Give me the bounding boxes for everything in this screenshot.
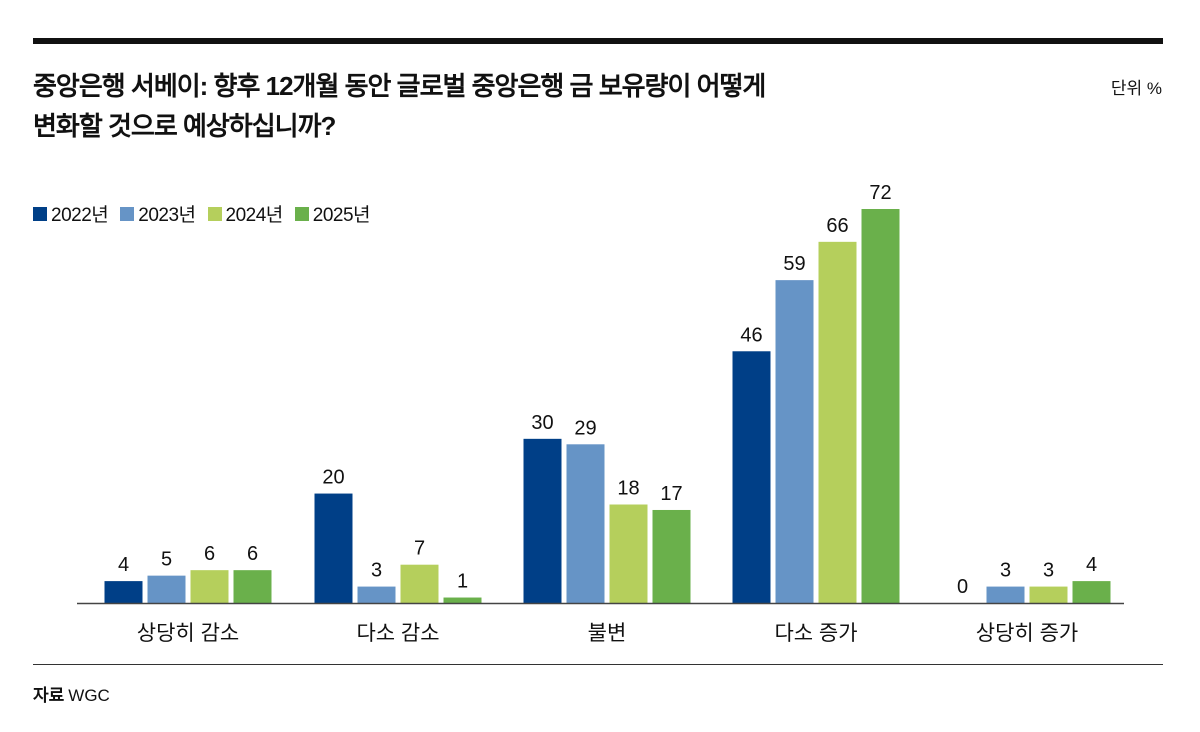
bar [1072,581,1111,603]
data-label: 59 [783,253,805,275]
data-label: 18 [617,478,639,500]
legend-label: 2024년 [225,205,284,226]
legend: 2022년 2023년 2024년 2025년 [33,200,371,227]
source-label: 자료 [33,686,65,705]
data-label: 17 [660,483,682,505]
chart-title: 중앙은행 서베이: 향후 12개월 동안 글로벌 중앙은행 금 보유량이 어떻게… [33,66,933,146]
bar [566,444,605,603]
data-label: 6 [247,543,258,565]
top-rule [33,38,1163,44]
bar [1029,586,1068,603]
bar [818,241,857,604]
unit-label: 단위 % [1110,79,1162,98]
bar [104,581,143,603]
bar [523,438,562,603]
data-label: 20 [322,467,344,489]
bar [732,351,771,603]
category-label: 불변 [588,622,627,645]
data-label: 0 [957,576,968,598]
data-label: 29 [574,417,596,439]
category-label: 상당히 감소 [137,622,239,645]
title-line-2: 변화할 것으로 예상하십니까? [33,111,336,141]
data-label: 46 [740,324,762,346]
category-label: 상당히 증가 [976,622,1078,645]
source-note: 자료 WGC [33,681,110,706]
legend-item: 2024년 [207,200,284,227]
bar [400,564,439,603]
data-label: 3 [1000,560,1011,582]
legend-swatch [33,206,47,221]
legend-swatch [207,206,222,221]
legend-swatch [120,206,135,221]
bar [986,586,1025,603]
data-label: 66 [826,215,848,237]
bar [652,509,691,603]
data-label: 7 [414,538,425,560]
legend-label: 2025년 [312,205,371,226]
legend-item: 2022년 [33,200,109,227]
bar [233,570,272,603]
category-label: 다소 감소 [356,622,439,645]
data-label: 30 [531,412,553,434]
bar [147,575,186,603]
legend-item: 2023년 [120,200,196,227]
bar [861,209,900,603]
data-label: 6 [204,543,215,565]
category-label: 다소 증가 [774,622,857,645]
bar [609,504,648,603]
data-label: 3 [371,560,382,582]
title-line-1: 중앙은행 서베이: 향후 12개월 동안 글로벌 중앙은행 금 보유량이 어떻게 [33,71,766,101]
data-label: 5 [161,549,172,571]
bar [357,586,396,603]
legend-label: 2022년 [51,205,109,226]
data-label: 4 [1086,554,1097,576]
data-label: 3 [1043,560,1054,582]
legend-swatch [294,206,309,221]
bar [443,597,482,603]
bar [190,570,229,603]
bottom-rule [33,664,1163,665]
legend-item: 2025년 [294,200,371,227]
bar [775,280,814,603]
bar [314,493,353,603]
data-label: 4 [118,554,129,576]
legend-label: 2023년 [138,205,196,226]
source-value: WGC [68,686,110,705]
data-label: 72 [869,182,891,204]
data-label: 1 [457,571,468,593]
